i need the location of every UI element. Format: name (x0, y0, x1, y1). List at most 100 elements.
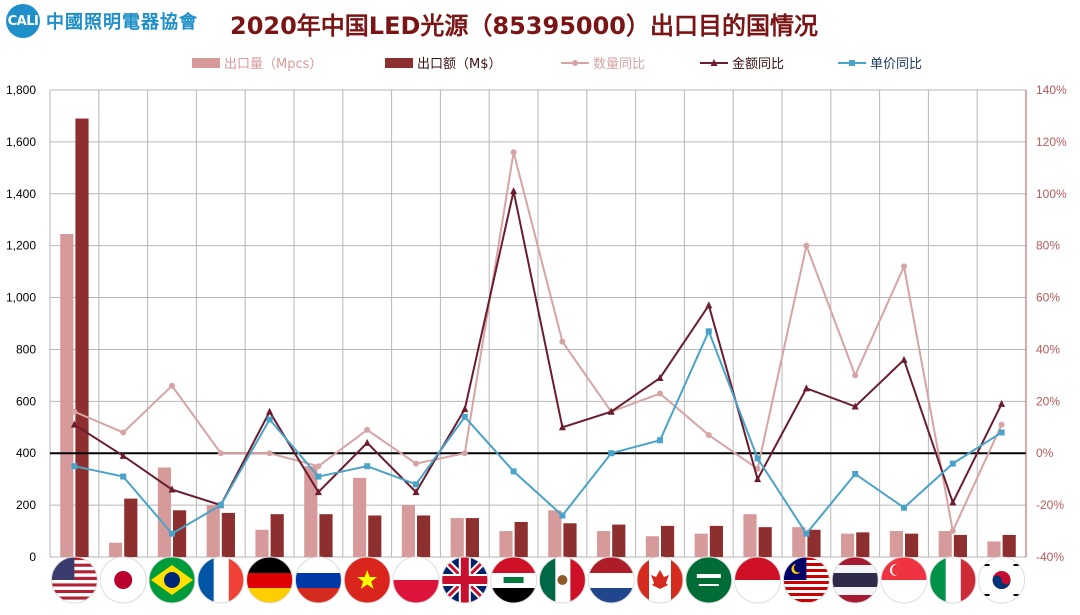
flag-fill (490, 557, 537, 603)
flag-part (832, 573, 879, 587)
y-right-tick-label: 0% (1036, 446, 1054, 460)
flag-part (783, 593, 830, 596)
flag-outline (392, 556, 440, 604)
flag-part (51, 589, 98, 594)
y-right-tick-label: 80% (1036, 239, 1060, 253)
flag-outline (197, 556, 245, 604)
bars-layer (60, 118, 1016, 558)
bar-export-amount (709, 525, 723, 557)
flag-part (295, 557, 342, 573)
line-amount-yoy-point (998, 399, 1006, 407)
flag-outline (831, 556, 879, 604)
flag-outline (343, 556, 391, 604)
flag-part (651, 570, 669, 589)
line-price-yoy-point (559, 512, 566, 519)
y-left-tick-label: 400 (16, 446, 36, 460)
line-amount-yoy-point (70, 420, 78, 428)
line-amount-yoy-point (266, 407, 274, 415)
bar-export-amount (368, 515, 382, 557)
bar-export-quantity (694, 533, 708, 557)
bar-export-quantity (938, 531, 952, 557)
line-price-yoy-point (461, 413, 468, 420)
grid-layer (49, 89, 1027, 558)
y-left-tick-label: 600 (16, 394, 36, 408)
line-quantity-yoy-point (120, 429, 127, 436)
line-price-yoy-point (754, 455, 761, 462)
y-left-tick-label: 1,600 (6, 135, 36, 149)
line-amount-yoy-point (558, 423, 566, 431)
line-amount-yoy-point (168, 485, 176, 493)
y-left-tick-label: 0 (29, 550, 36, 564)
line-quantity-yoy-point (364, 426, 371, 433)
association-logo: CALI 中國照明電器協會 (6, 4, 198, 38)
bar-export-amount (1002, 534, 1016, 557)
line-amount-yoy-point (656, 373, 664, 381)
line-quantity-yoy-point (803, 242, 810, 249)
flag-part (1013, 564, 1020, 566)
flag-part (295, 588, 342, 603)
flag-sa-icon (685, 556, 733, 604)
bar-export-quantity (157, 467, 171, 557)
flag-part (588, 588, 635, 603)
flag-part (783, 581, 830, 584)
flag-part (793, 563, 803, 573)
bar-export-quantity (597, 531, 611, 557)
y-right-tick-label: 40% (1036, 342, 1060, 356)
bar-export-quantity (255, 529, 269, 557)
flag-part (557, 575, 568, 585)
bar-export-quantity (353, 477, 367, 557)
flag-vn-icon (343, 556, 391, 604)
flag-part (698, 584, 719, 586)
line-amount-yoy-point (802, 384, 810, 392)
flag-part (588, 573, 635, 588)
flag-part (570, 557, 586, 603)
flag-kr-icon (978, 556, 1026, 604)
y-left-tick-label: 800 (16, 342, 36, 356)
bar-export-quantity (548, 510, 562, 557)
y-right-tick-label: 120% (1036, 135, 1067, 149)
bar-export-quantity (792, 527, 806, 557)
bar-export-amount (563, 523, 577, 557)
flag-outline (685, 556, 733, 604)
line-amount-yoy-point (510, 187, 518, 195)
bar-export-amount (75, 118, 89, 558)
legend-swatch (192, 58, 220, 68)
flag-outline (734, 556, 782, 604)
line-price-yoy-point (71, 463, 78, 470)
line-amount-yoy-point (412, 488, 420, 496)
y-right-tick-label: -40% (1036, 550, 1064, 564)
flag-outline (490, 556, 538, 604)
flag-fill (832, 557, 879, 603)
legend-marker (849, 60, 855, 66)
legend-label: 出口量（Mpcs） (224, 57, 322, 72)
line-price-yoy-point (998, 429, 1005, 436)
line-quantity-yoy-point (852, 372, 859, 379)
line-amount-yoy-point (461, 405, 469, 413)
bar-export-amount (661, 525, 675, 557)
bar-export-amount (514, 521, 528, 557)
line-quantity-yoy-point (949, 528, 956, 535)
line-price-yoy-point (169, 530, 175, 537)
bar-export-quantity (304, 466, 318, 557)
flag-part (983, 564, 990, 566)
legend-item: 出口量（Mpcs） (192, 57, 322, 72)
flag-part (881, 580, 927, 603)
flag-outline (246, 556, 294, 604)
flag-part (734, 557, 781, 580)
flag-outline (148, 556, 196, 604)
line-price-yoy-point (705, 328, 712, 335)
flag-fill (393, 557, 439, 603)
bar-export-amount (417, 515, 431, 557)
flag-fill (441, 557, 488, 603)
flag-fill (100, 557, 147, 603)
line-quantity-yoy-point (266, 450, 273, 457)
flag-part (983, 594, 990, 596)
line-quantity-yoy-point (217, 450, 224, 457)
flag-part (490, 557, 537, 573)
bar-export-amount (612, 524, 626, 557)
flag-part (490, 588, 537, 603)
line-quantity-yoy-point (169, 382, 175, 389)
line-price-yoy-point (120, 473, 127, 480)
line-quantity-yoy-point (413, 460, 419, 467)
logo-text: 中國照明電器協會 (46, 12, 198, 33)
